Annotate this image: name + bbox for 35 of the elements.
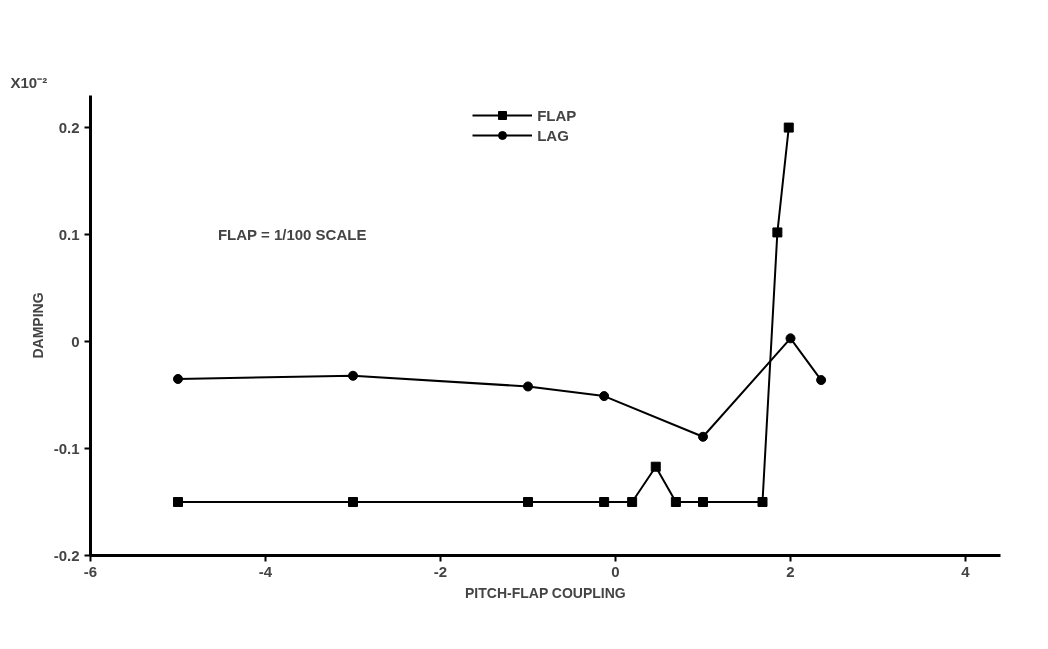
x-tick-label: -2 [433, 562, 448, 580]
point [627, 497, 638, 508]
point [650, 461, 661, 472]
point [698, 431, 708, 442]
point [785, 333, 796, 344]
point [757, 497, 768, 508]
y-tick-label: -0.2 [53, 546, 80, 564]
x-tick-label: 4 [961, 562, 971, 580]
x-tick-label: -6 [83, 562, 98, 580]
point [698, 497, 708, 508]
point [523, 497, 533, 508]
x-tick-label: -4 [258, 562, 273, 580]
point [772, 227, 783, 238]
annotation: FLAP = 1/100 SCALE [217, 225, 367, 243]
y-tick-label: -0.1 [53, 439, 80, 457]
y-tick-label: 0 [71, 332, 80, 350]
legend-label: LAG [537, 126, 569, 144]
y-axis-title: DAMPING [29, 292, 46, 359]
point [816, 375, 827, 386]
y-tick-label: 0.2 [58, 118, 80, 136]
point [670, 497, 681, 508]
point [348, 370, 358, 381]
point [523, 381, 533, 392]
point [599, 391, 610, 402]
x-tick-label: 0 [611, 562, 620, 580]
point [783, 122, 794, 133]
point [173, 497, 183, 508]
text: X10⁻² [10, 73, 48, 91]
x-axis-title: PITCH-FLAP COUPLING [465, 584, 626, 601]
point [599, 497, 610, 508]
point [173, 374, 183, 384]
y-tick-label: 0.1 [58, 225, 80, 243]
point [348, 497, 358, 508]
legend-label: FLAP [537, 106, 577, 124]
x-tick-label: 2 [786, 562, 795, 580]
